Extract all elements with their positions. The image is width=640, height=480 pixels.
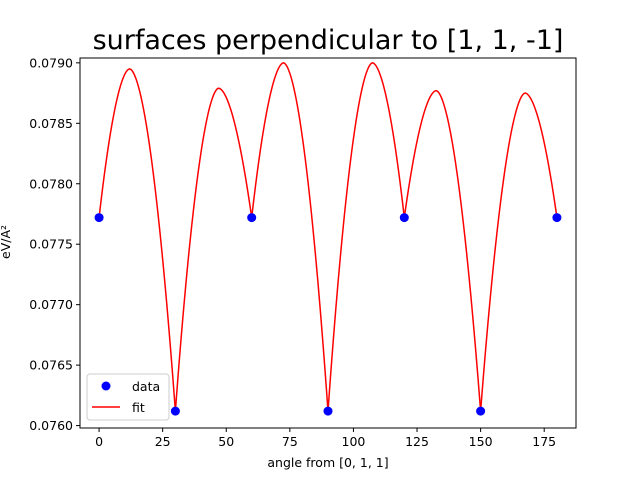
fit-curve-segment (98, 68, 177, 412)
data-point (323, 406, 333, 416)
chart-title: surfaces perpendicular to [1, 1, -1] (93, 25, 564, 56)
legend: data fit (86, 373, 170, 421)
axis-ticks: 0 25 50 75 100 125 150 175 0.0760 0.0765 0.0770 0.0… (29, 55, 556, 449)
fit-curve-segment (174, 87, 253, 412)
x-tick-label: 0 (95, 434, 103, 449)
x-axis-label: angle from [0, 1, 1] (267, 455, 388, 470)
x-tick-label: 75 (282, 434, 298, 449)
y-tick-label: 0.0760 (29, 418, 73, 433)
y-tick-label: 0.0765 (29, 358, 73, 373)
fit-curve-segment (479, 92, 558, 412)
x-tick-label: 50 (218, 434, 234, 449)
y-tick-label: 0.0790 (29, 55, 73, 70)
y-tick-label: 0.0780 (29, 176, 73, 191)
x-tick-label: 25 (155, 434, 171, 449)
legend-data-marker (101, 381, 111, 391)
data-point (247, 213, 257, 223)
data-point (94, 213, 104, 223)
fit-curve-segment (403, 89, 482, 412)
data-point (170, 406, 180, 416)
fit-curve-segment (250, 62, 329, 412)
legend-label-data: data (132, 379, 160, 394)
data-point (399, 213, 409, 223)
y-tick-label: 0.0770 (29, 297, 73, 312)
data-point (552, 213, 562, 223)
x-tick-label: 175 (532, 434, 556, 449)
y-axis-label: eV/A² (0, 225, 13, 259)
x-tick-label: 100 (342, 434, 366, 449)
y-tick-label: 0.0775 (29, 237, 73, 252)
data-point (476, 406, 486, 416)
x-tick-label: 125 (405, 434, 429, 449)
y-tick-label: 0.0785 (29, 116, 73, 131)
fit-curve-segment (327, 62, 406, 412)
plot-frame (79, 57, 577, 429)
plot-content (94, 62, 562, 416)
x-tick-label: 150 (469, 434, 493, 449)
legend-label-fit: fit (132, 400, 145, 415)
